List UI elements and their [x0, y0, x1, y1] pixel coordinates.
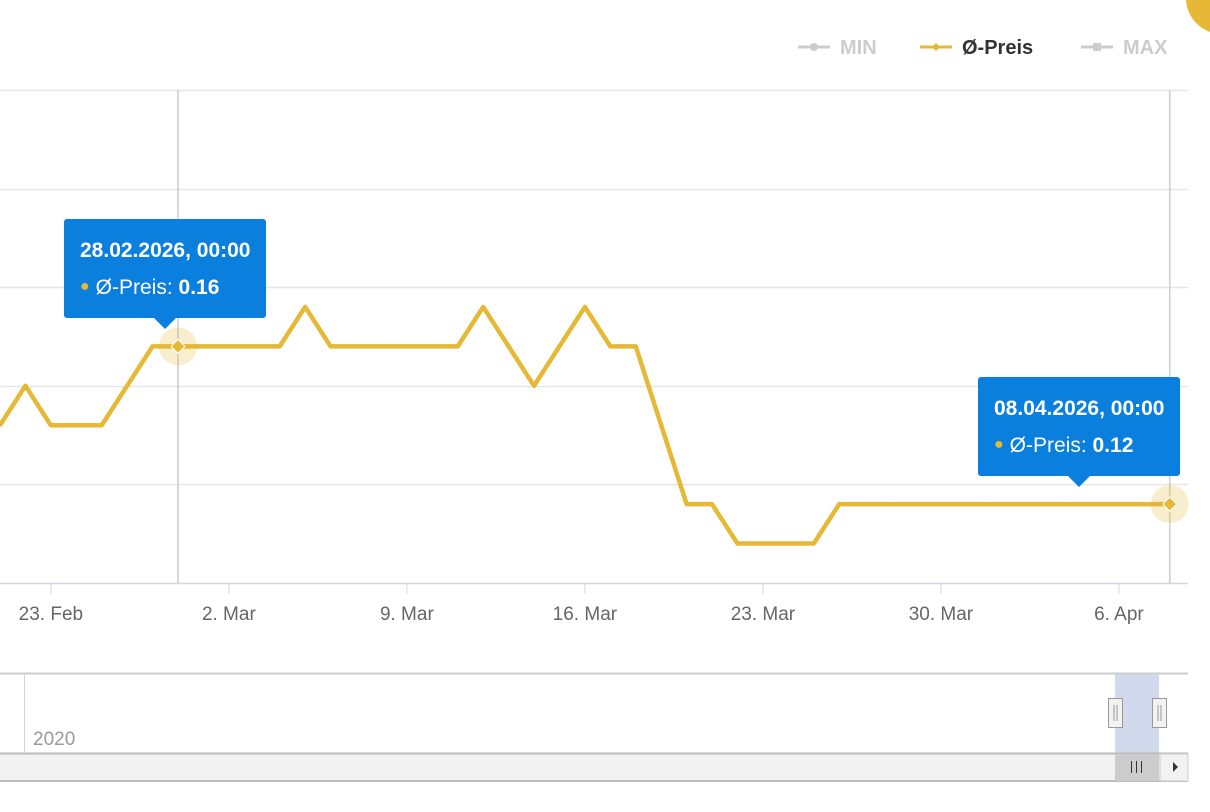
x-tick-label: 16. Mar [553, 604, 618, 625]
data-point[interactable] [1015, 502, 1019, 506]
navigator-handle-left[interactable] [1108, 698, 1123, 728]
svg-text:MIN: MIN [840, 37, 877, 59]
data-point[interactable] [125, 384, 129, 388]
x-axis: 23. Feb 2. Mar 9. Mar 16. Mar 23. Mar 30. Mar… [19, 584, 1144, 625]
data-point[interactable] [379, 344, 383, 348]
data-point[interactable] [557, 344, 561, 348]
data-point[interactable] [812, 542, 816, 546]
tooltip: 28.02.2026, 00:00 ● Ø-Preis: 0.16 [64, 219, 267, 329]
circle-marker-icon [810, 43, 818, 51]
arrow-right-icon [1173, 762, 1178, 772]
data-point[interactable] [507, 344, 511, 348]
data-point[interactable] [964, 502, 968, 506]
data-point[interactable] [456, 344, 460, 348]
highlighted-point[interactable] [1162, 496, 1178, 512]
legend-item-avg-price[interactable]: Ø-Preis [920, 37, 1033, 59]
data-point[interactable] [227, 344, 231, 348]
series-dot-icon: ● [994, 436, 1004, 453]
data-point[interactable] [481, 305, 485, 309]
scrollbar[interactable] [0, 752, 1189, 782]
data-point[interactable] [151, 344, 155, 348]
data-point[interactable] [634, 344, 638, 348]
x-tick-label: 23. Mar [731, 604, 796, 625]
data-point[interactable] [100, 423, 104, 427]
legend-item-max[interactable]: MAX [1081, 37, 1168, 59]
navigator[interactable]: 2020 [0, 672, 1188, 754]
data-point[interactable] [786, 542, 790, 546]
data-point[interactable] [329, 344, 333, 348]
data-point[interactable] [837, 502, 841, 506]
series-avg-price [0, 304, 1189, 546]
tooltip: 08.04.2026, 00:00 ● Ø-Preis: 0.12 [978, 377, 1181, 487]
data-point[interactable] [430, 344, 434, 348]
data-point[interactable] [913, 502, 917, 506]
legend: MIN Ø-Preis MAX [798, 37, 1168, 59]
data-point[interactable] [405, 344, 409, 348]
data-point[interactable] [532, 384, 536, 388]
data-point[interactable] [49, 423, 53, 427]
data-point[interactable] [1091, 502, 1095, 506]
x-tick-label: 9. Mar [380, 604, 435, 625]
data-point[interactable] [761, 542, 765, 546]
navigator-year-label: 2020 [33, 729, 75, 750]
data-point[interactable] [354, 344, 358, 348]
data-point[interactable] [0, 423, 2, 427]
data-point[interactable] [583, 305, 587, 309]
data-point[interactable] [278, 344, 282, 348]
data-point[interactable] [608, 344, 612, 348]
data-point[interactable] [659, 423, 663, 427]
data-point[interactable] [888, 502, 892, 506]
data-point[interactable] [74, 423, 78, 427]
legend-item-min[interactable]: MIN [798, 37, 877, 59]
x-tick-label: 6. Apr [1094, 604, 1144, 625]
data-point[interactable] [1041, 502, 1045, 506]
x-tick-label: 23. Feb [19, 604, 83, 625]
x-tick-label: 2. Mar [202, 604, 257, 625]
highlighted-point[interactable] [170, 338, 186, 355]
square-marker-icon [1093, 43, 1101, 51]
data-point[interactable] [863, 502, 867, 506]
data-point[interactable] [710, 502, 714, 506]
data-point[interactable] [735, 542, 739, 546]
data-point[interactable] [1066, 502, 1070, 506]
data-point[interactable] [1142, 502, 1146, 506]
x-tick-label: 30. Mar [909, 604, 974, 625]
svg-text:MAX: MAX [1123, 37, 1168, 59]
grip-icon [1131, 761, 1142, 773]
navigator-handle-right[interactable] [1152, 698, 1167, 728]
data-point[interactable] [252, 344, 256, 348]
data-point[interactable] [1117, 502, 1121, 506]
data-point[interactable] [201, 344, 205, 348]
series-dot-icon: ● [80, 278, 90, 295]
data-point[interactable] [990, 502, 994, 506]
data-point[interactable] [685, 502, 689, 506]
data-point[interactable] [23, 384, 27, 388]
data-point[interactable] [939, 502, 943, 506]
svg-text:Ø-Preis: Ø-Preis [962, 37, 1033, 59]
diamond-marker-icon [932, 43, 940, 51]
data-point[interactable] [303, 305, 307, 309]
badge-icon[interactable] [1186, 0, 1210, 34]
